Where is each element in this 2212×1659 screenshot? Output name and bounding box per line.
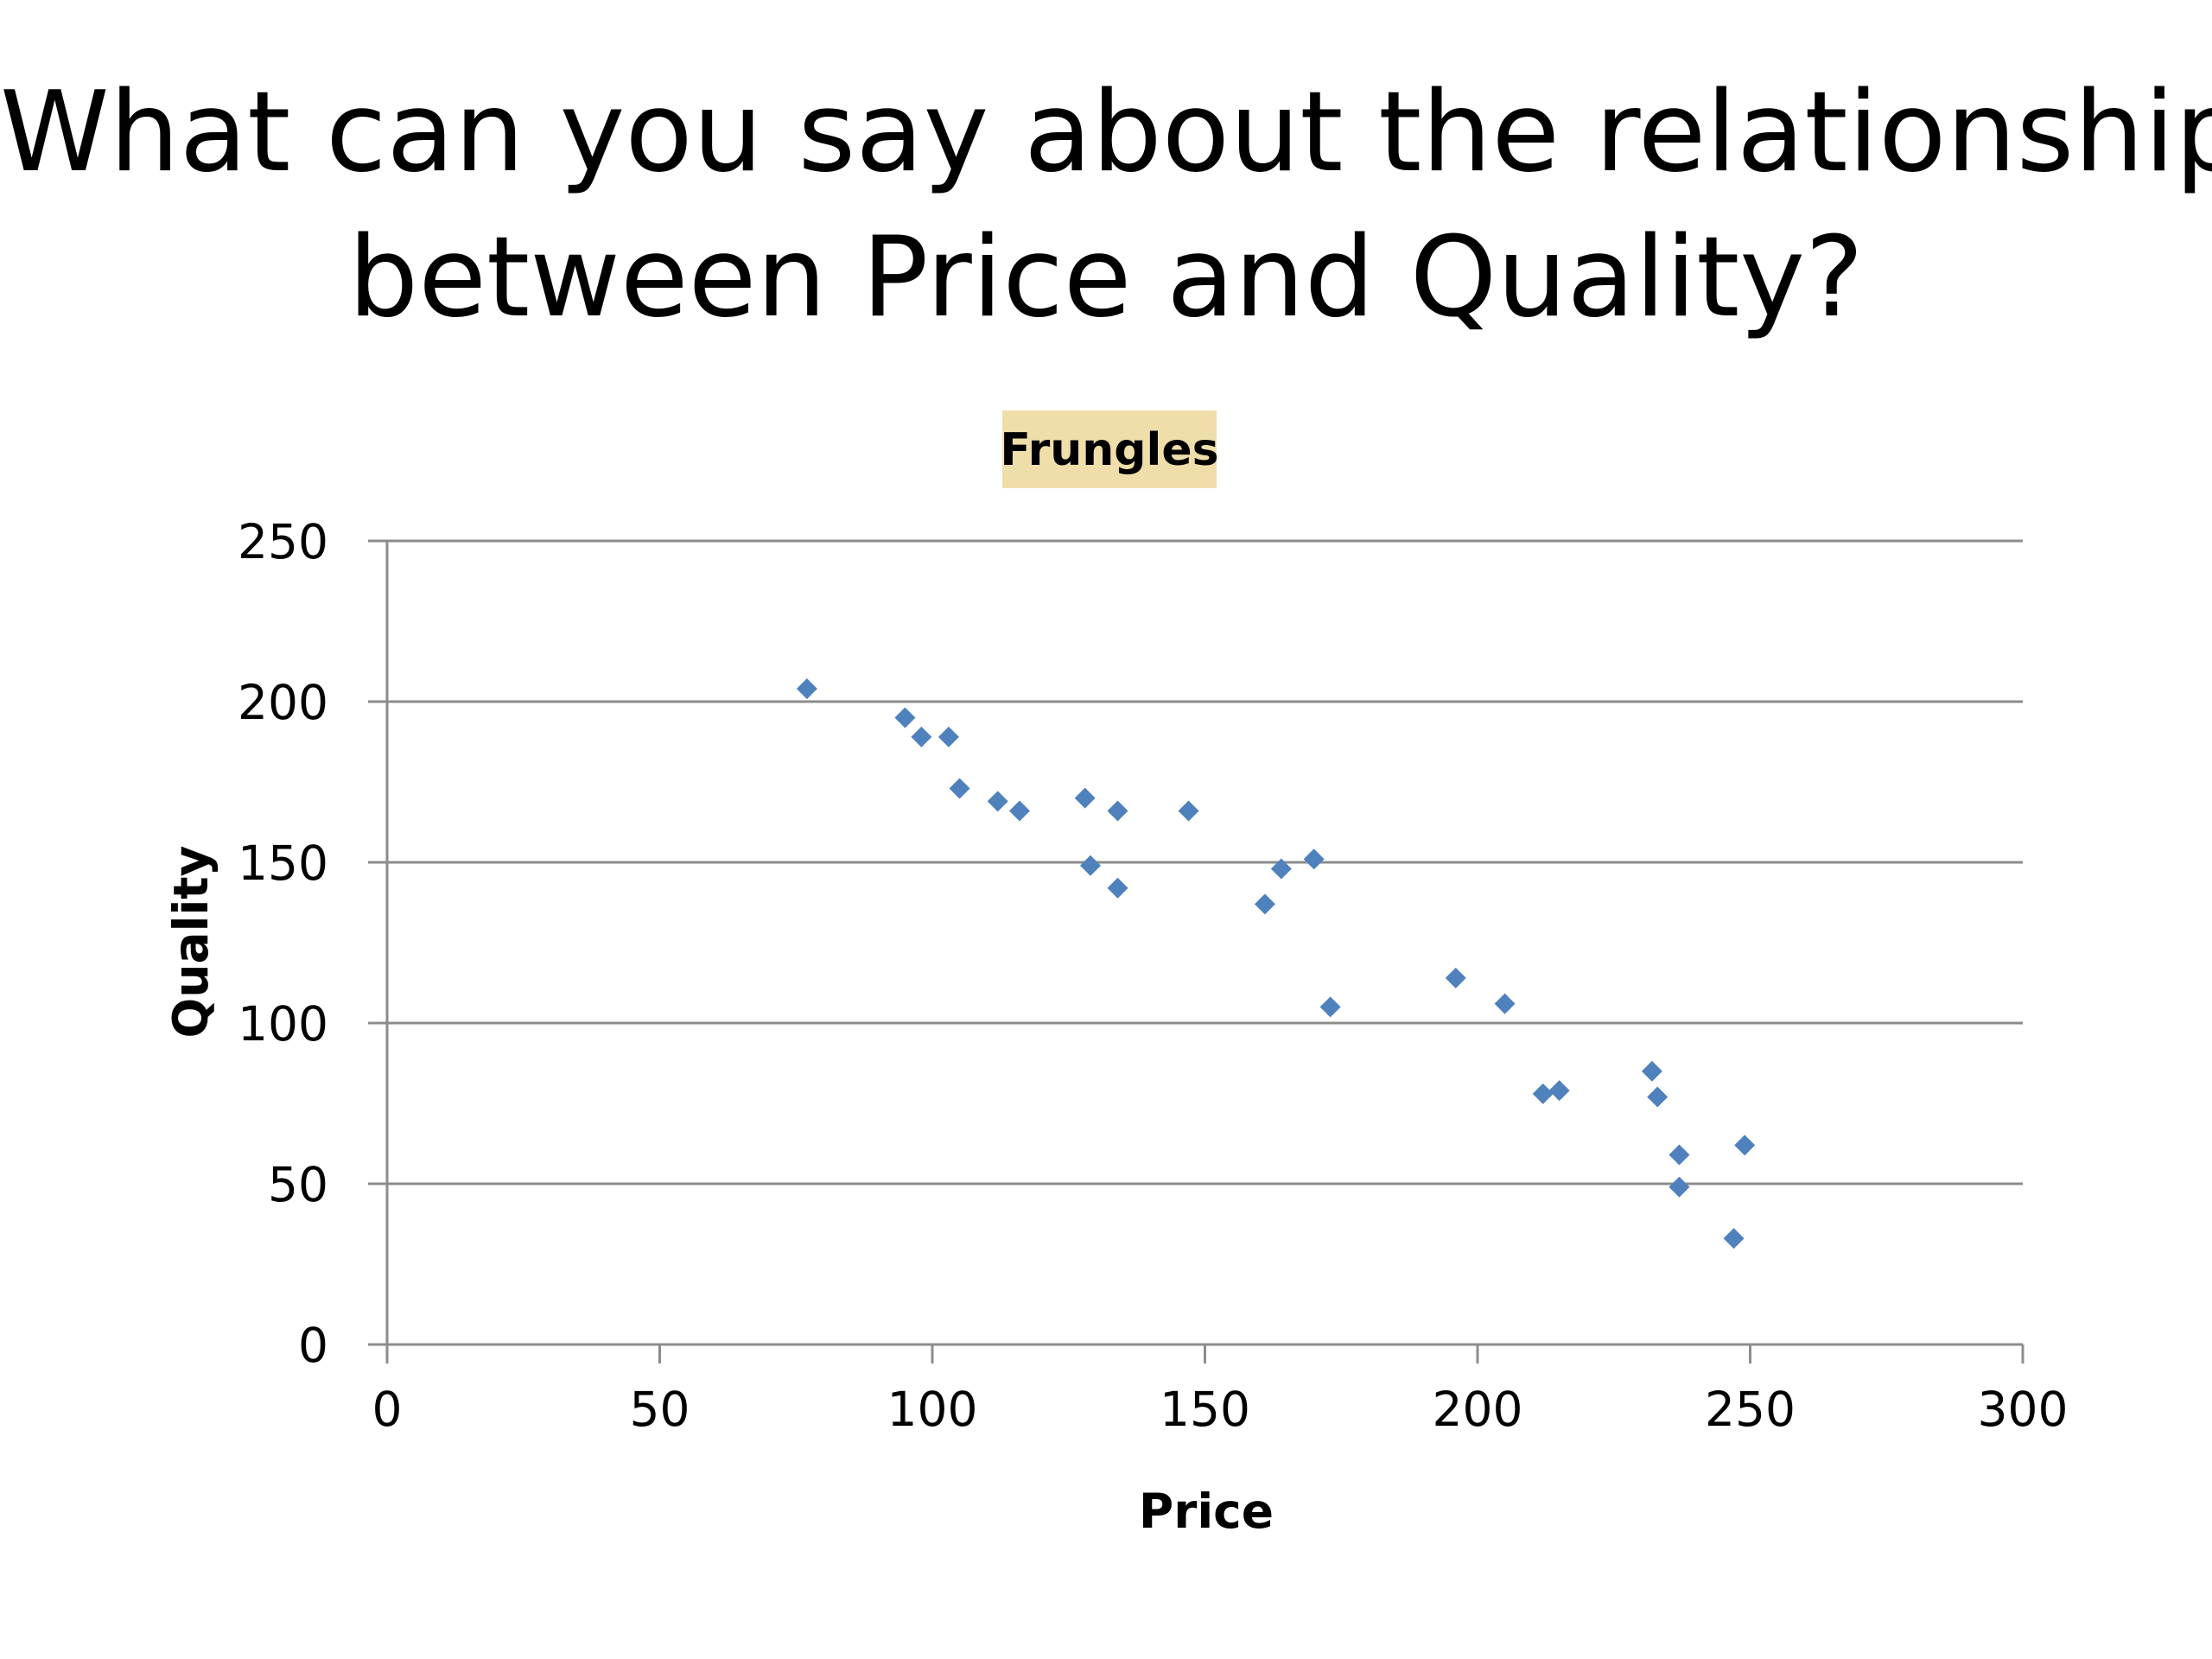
- data-point: [1107, 800, 1128, 822]
- data-point: [949, 778, 970, 799]
- y-tick-label: 250: [238, 514, 328, 569]
- data-point: [1107, 877, 1128, 899]
- data-point: [1445, 967, 1466, 988]
- data-point: [1647, 1086, 1669, 1108]
- axes: [385, 541, 2024, 1363]
- x-tick-label: 200: [1433, 1382, 1523, 1437]
- x-tick-label: 50: [630, 1382, 690, 1437]
- x-axis-label: Price: [1139, 1484, 1274, 1539]
- slide-title-line-2: between Price and Quality?: [348, 213, 1864, 342]
- data-point: [1723, 1228, 1745, 1249]
- y-tick-label: 100: [238, 996, 328, 1052]
- x-tick-label: 100: [887, 1382, 978, 1437]
- data-point: [1532, 1083, 1554, 1104]
- data-point: [1319, 996, 1341, 1018]
- data-point: [987, 791, 1008, 812]
- y-tick-label: 0: [298, 1318, 328, 1373]
- data-point: [938, 726, 959, 747]
- data-points: [796, 678, 1756, 1249]
- slide-title-line-1: What can you say about the relationship: [0, 68, 2212, 197]
- data-point: [1641, 1060, 1662, 1082]
- y-tick-label: 50: [268, 1157, 328, 1212]
- data-point: [1669, 1176, 1690, 1198]
- x-tick-label: 300: [1978, 1382, 2069, 1437]
- data-point: [1074, 787, 1096, 809]
- data-point: [1270, 858, 1292, 880]
- data-point: [894, 707, 916, 728]
- x-tick-labels: 0 50 100 150 200 250 300: [372, 1382, 2069, 1437]
- x-tick-label: 0: [372, 1382, 403, 1437]
- y-axis-label: Quality: [163, 846, 219, 1039]
- y-tick-label: 150: [238, 836, 328, 891]
- data-point: [1303, 849, 1325, 870]
- y-tick-label: 200: [238, 675, 328, 730]
- data-point: [1734, 1135, 1756, 1156]
- gridlines: [368, 539, 2023, 1346]
- data-point: [1079, 855, 1101, 876]
- chart-title-box: [1002, 410, 1217, 488]
- data-point: [1178, 800, 1199, 822]
- data-point: [911, 726, 932, 747]
- data-point: [1669, 1144, 1690, 1166]
- x-tick-label: 250: [1705, 1382, 1796, 1437]
- y-tick-labels: 0 50 100 150 200 250: [238, 514, 328, 1373]
- data-point: [1008, 800, 1030, 822]
- x-tick-label: 150: [1160, 1382, 1250, 1437]
- chart-title: Frungles: [1000, 424, 1218, 476]
- data-point: [1548, 1080, 1570, 1102]
- data-point: [1494, 993, 1516, 1014]
- data-point: [796, 678, 817, 700]
- slide-title: What can you say about the relationship …: [0, 60, 2212, 351]
- data-point: [1254, 893, 1275, 915]
